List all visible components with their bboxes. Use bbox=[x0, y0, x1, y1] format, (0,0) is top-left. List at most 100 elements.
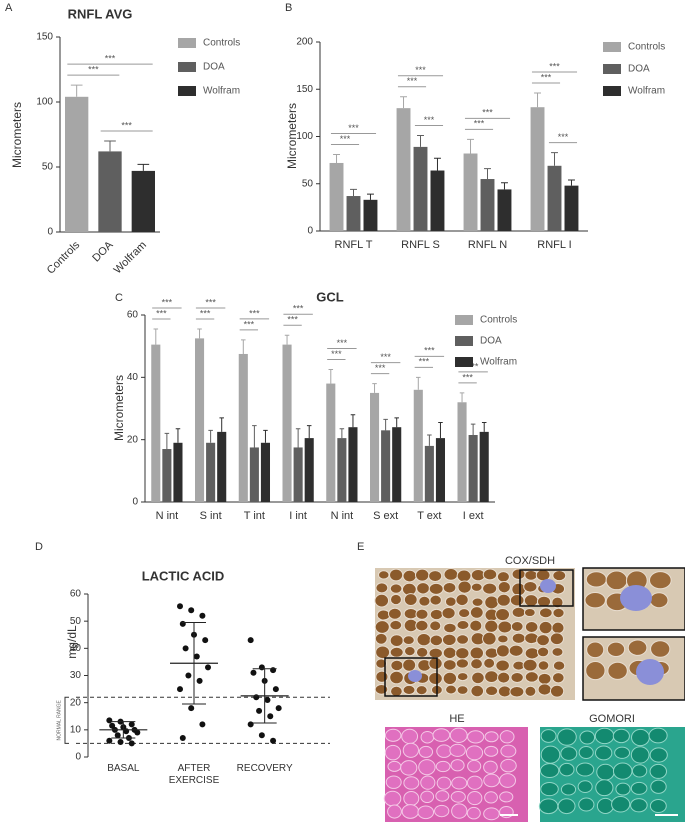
fiber bbox=[471, 597, 484, 607]
error-bar bbox=[70, 84, 83, 97]
fiber bbox=[540, 729, 557, 743]
legend-swatch bbox=[603, 42, 621, 52]
y-tick-label: 0 bbox=[47, 227, 53, 238]
fiber bbox=[524, 569, 538, 581]
fiber bbox=[384, 728, 402, 742]
fiber bbox=[466, 806, 481, 820]
x-tick-label: T ext bbox=[417, 510, 441, 522]
fiber bbox=[523, 580, 538, 593]
legend-label: DOA bbox=[203, 62, 225, 73]
fiber bbox=[455, 658, 470, 669]
fiber bbox=[428, 672, 443, 686]
image-title: COX/SDH bbox=[505, 555, 555, 567]
bar bbox=[131, 170, 155, 232]
y-tick-label: 30 bbox=[70, 670, 82, 681]
fiber bbox=[551, 621, 565, 635]
y-tick-label: 10 bbox=[70, 724, 82, 735]
significance-label: *** bbox=[105, 53, 116, 63]
fiber bbox=[442, 659, 457, 671]
fiber bbox=[442, 582, 457, 594]
inset-frame bbox=[582, 567, 685, 631]
bar bbox=[293, 447, 303, 502]
significance-label: *** bbox=[200, 308, 211, 318]
bar bbox=[65, 96, 89, 232]
bar bbox=[249, 447, 259, 502]
data-point bbox=[275, 705, 282, 712]
y-tick-label: 0 bbox=[132, 497, 138, 508]
sd-whisker bbox=[182, 622, 206, 705]
fiber bbox=[466, 775, 483, 790]
fiber bbox=[615, 782, 631, 796]
fiber bbox=[387, 804, 402, 819]
error-bar bbox=[400, 96, 408, 109]
error-bar bbox=[433, 157, 441, 171]
fiber bbox=[511, 632, 526, 644]
fiber bbox=[450, 759, 465, 772]
error-bar bbox=[551, 152, 558, 166]
fiber bbox=[402, 684, 416, 696]
bar bbox=[282, 344, 292, 502]
fiber bbox=[497, 620, 513, 634]
y-tick-label: 20 bbox=[70, 697, 82, 708]
legend-swatch bbox=[455, 336, 473, 346]
legend-label: Controls bbox=[480, 315, 517, 326]
fiber bbox=[549, 684, 565, 698]
data-point bbox=[272, 686, 279, 693]
bar bbox=[381, 430, 391, 502]
error-bar bbox=[416, 376, 421, 390]
bar bbox=[413, 389, 423, 502]
fiber bbox=[649, 763, 668, 779]
y-axis-title: Micrometers bbox=[285, 103, 299, 169]
fiber bbox=[495, 659, 510, 672]
fiber bbox=[451, 803, 468, 819]
legend-swatch bbox=[455, 357, 473, 367]
fiber bbox=[649, 592, 669, 609]
fiber bbox=[594, 727, 615, 745]
legend-swatch bbox=[455, 315, 473, 325]
fiber bbox=[585, 571, 607, 588]
fiber bbox=[649, 747, 668, 763]
bar bbox=[468, 434, 478, 502]
fiber bbox=[509, 685, 525, 698]
fiber bbox=[596, 763, 615, 781]
error-bar bbox=[438, 422, 443, 439]
significance-label: *** bbox=[541, 72, 552, 82]
data-point bbox=[205, 664, 211, 671]
inset-frame bbox=[384, 657, 438, 697]
chart-title: GCL bbox=[316, 289, 344, 304]
fiber bbox=[560, 746, 578, 761]
significance-label: *** bbox=[340, 134, 351, 144]
data-point bbox=[202, 637, 209, 644]
y-tick-label: 100 bbox=[36, 97, 53, 108]
fiber bbox=[524, 620, 539, 633]
fiber bbox=[418, 759, 436, 776]
y-tick-label: 20 bbox=[127, 434, 139, 445]
fiber bbox=[456, 685, 469, 695]
y-tick-label: 0 bbox=[75, 752, 81, 763]
fiber bbox=[402, 658, 417, 672]
fiber bbox=[508, 644, 524, 657]
fiber bbox=[484, 685, 499, 697]
fiber bbox=[484, 670, 499, 683]
fiber bbox=[483, 773, 500, 788]
fiber bbox=[390, 659, 404, 672]
fiber bbox=[594, 745, 613, 761]
data-point bbox=[253, 694, 260, 701]
normal-range-bracket bbox=[64, 696, 69, 744]
data-point bbox=[250, 669, 257, 676]
fiber bbox=[404, 646, 416, 657]
x-tick-label: AFTER EXERCISE bbox=[168, 763, 220, 786]
cox-negative-fiber bbox=[408, 670, 422, 682]
fiber bbox=[420, 775, 436, 790]
fiber bbox=[649, 571, 672, 590]
fiber bbox=[536, 634, 550, 647]
fiber bbox=[451, 776, 468, 790]
fiber bbox=[374, 632, 388, 645]
fiber bbox=[443, 567, 459, 581]
fiber bbox=[420, 731, 435, 744]
legend-swatch bbox=[603, 64, 621, 74]
panel-label: C bbox=[115, 292, 123, 304]
y-tick-label: 60 bbox=[127, 310, 139, 321]
fiber bbox=[374, 684, 389, 695]
sd-whisker bbox=[111, 721, 136, 739]
